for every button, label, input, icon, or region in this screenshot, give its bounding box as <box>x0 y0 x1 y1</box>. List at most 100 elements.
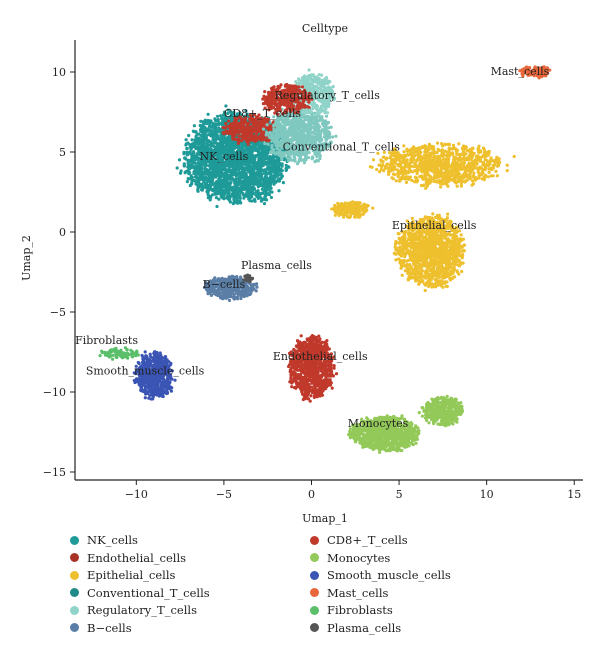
data-point <box>185 180 189 184</box>
data-point <box>264 149 268 153</box>
data-point <box>245 139 249 144</box>
data-point <box>328 383 332 387</box>
series-epithelial-cells <box>330 141 516 293</box>
data-point <box>303 388 307 392</box>
data-point <box>319 375 323 379</box>
data-point <box>186 152 190 156</box>
data-point <box>260 163 264 167</box>
data-point <box>231 178 235 182</box>
data-point <box>219 134 223 138</box>
data-point <box>208 198 212 202</box>
data-point <box>222 172 226 176</box>
data-point <box>290 385 294 389</box>
data-point <box>306 397 310 401</box>
data-point <box>187 172 191 176</box>
data-point <box>260 132 265 136</box>
data-point <box>191 129 195 133</box>
data-point <box>329 365 333 370</box>
data-point <box>399 239 403 243</box>
data-point <box>319 385 323 389</box>
data-point <box>213 164 217 168</box>
data-point <box>461 261 465 265</box>
data-point <box>243 171 247 175</box>
data-point <box>190 138 194 142</box>
data-point <box>219 167 223 171</box>
data-point <box>434 257 438 261</box>
data-point <box>193 170 197 174</box>
data-point <box>214 171 218 175</box>
data-point <box>212 144 216 148</box>
data-point <box>287 165 291 169</box>
data-point <box>193 175 198 179</box>
data-point <box>421 256 425 260</box>
data-point <box>299 381 303 385</box>
data-point <box>234 137 238 141</box>
data-point <box>234 171 238 176</box>
data-point <box>231 136 235 140</box>
data-point <box>254 132 259 136</box>
data-point <box>205 190 209 194</box>
data-point <box>209 183 213 187</box>
data-point <box>250 179 254 183</box>
data-point <box>256 160 260 164</box>
data-point <box>400 273 404 277</box>
data-point <box>243 135 247 139</box>
data-point <box>403 244 407 249</box>
data-point <box>431 212 435 216</box>
data-point <box>271 164 275 168</box>
data-point <box>214 196 218 200</box>
data-point <box>284 163 288 167</box>
data-point <box>236 182 240 187</box>
data-point <box>304 395 308 400</box>
data-point <box>307 388 311 392</box>
data-point <box>229 140 233 144</box>
data-point <box>301 363 305 367</box>
data-point <box>235 125 239 130</box>
data-point <box>201 145 205 149</box>
data-point <box>234 165 239 169</box>
data-point <box>277 179 281 183</box>
data-point <box>313 336 317 340</box>
data-point <box>252 178 256 182</box>
data-point <box>185 147 189 151</box>
data-point <box>197 167 201 171</box>
data-point <box>215 118 219 122</box>
data-point <box>313 369 317 373</box>
data-point <box>313 338 318 343</box>
data-point <box>288 380 292 384</box>
data-point <box>226 108 230 112</box>
data-point <box>199 119 203 123</box>
data-point <box>307 382 311 386</box>
data-point <box>312 387 316 391</box>
data-point <box>247 161 251 166</box>
data-point <box>223 126 227 130</box>
data-point <box>229 173 233 178</box>
data-point <box>314 365 318 369</box>
data-point <box>269 180 273 184</box>
data-point <box>249 188 253 192</box>
data-point <box>197 176 201 180</box>
data-point <box>266 127 270 131</box>
data-point <box>204 169 208 173</box>
data-point <box>423 275 427 279</box>
data-point <box>310 334 314 338</box>
data-point <box>257 157 261 161</box>
data-point <box>230 193 234 197</box>
data-point <box>202 163 207 167</box>
data-point <box>430 285 434 289</box>
data-point <box>209 174 213 178</box>
data-point <box>193 140 197 144</box>
data-point <box>225 190 229 194</box>
data-point <box>264 160 268 164</box>
data-point <box>194 164 199 169</box>
data-point <box>242 126 246 130</box>
data-point <box>194 179 198 184</box>
data-point <box>328 374 333 378</box>
data-point <box>215 204 219 209</box>
data-point <box>438 275 442 279</box>
data-point <box>216 181 220 185</box>
data-point <box>265 153 269 157</box>
data-point <box>442 275 446 279</box>
data-point <box>254 124 258 128</box>
data-point <box>224 121 228 126</box>
